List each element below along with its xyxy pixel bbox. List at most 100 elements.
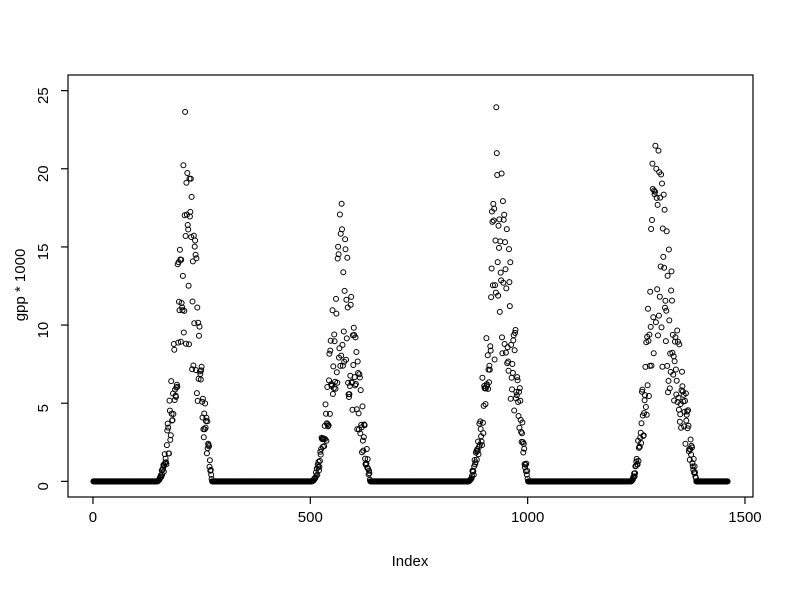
- data-point: [678, 424, 685, 431]
- data-point: [321, 443, 328, 450]
- data-point: [187, 208, 194, 215]
- data-point: [331, 331, 338, 338]
- data-point: [521, 445, 528, 452]
- data-point: [482, 401, 489, 408]
- data-point: [191, 243, 198, 250]
- data-point: [668, 268, 675, 275]
- data-point: [672, 338, 678, 345]
- data-point: [672, 334, 679, 341]
- data-point: [326, 410, 333, 417]
- data-point: [359, 437, 366, 444]
- data-point: [165, 424, 172, 431]
- data-point: [174, 383, 181, 390]
- data-point: [655, 147, 662, 154]
- data-point: [182, 233, 189, 239]
- data-point: [508, 374, 515, 381]
- data-point: [509, 369, 516, 376]
- data-point: [638, 440, 645, 446]
- data-point: [346, 391, 353, 398]
- data-point: [331, 338, 338, 345]
- data-point: [648, 362, 655, 369]
- data-point: [179, 272, 186, 279]
- data-point: [338, 352, 345, 359]
- data-point: [200, 434, 207, 441]
- data-point: [647, 323, 654, 330]
- data-point: [185, 282, 192, 289]
- data-point: [496, 308, 503, 315]
- data-point: [332, 385, 339, 392]
- data-point: [208, 471, 215, 478]
- data-point: [632, 462, 639, 469]
- data-point: [656, 293, 663, 300]
- data-point: [364, 464, 371, 471]
- data-point: [479, 442, 485, 449]
- data-point: [493, 150, 500, 157]
- data-point: [489, 282, 496, 289]
- data-point: [476, 441, 483, 448]
- data-point: [682, 440, 689, 447]
- data-point: [490, 217, 497, 224]
- data-point: [196, 323, 203, 330]
- data-point: [523, 471, 530, 478]
- data-point: [359, 403, 366, 410]
- data-point: [664, 272, 671, 279]
- data-point: [339, 362, 346, 369]
- data-point: [192, 237, 199, 244]
- data-point: [497, 269, 504, 276]
- data-point: [669, 349, 676, 356]
- data-point: [488, 265, 495, 272]
- data-point: [361, 422, 368, 429]
- data-point: [180, 329, 187, 336]
- data-point: [639, 386, 646, 393]
- data-point: [324, 421, 331, 428]
- data-point: [357, 387, 364, 394]
- data-point: [503, 285, 510, 292]
- data-point: [359, 449, 365, 456]
- data-point: [189, 298, 196, 305]
- data-point: [505, 358, 512, 365]
- data-point: [347, 301, 354, 308]
- data-point: [692, 469, 698, 476]
- data-point: [186, 341, 192, 348]
- data-point: [170, 411, 177, 417]
- data-point: [520, 449, 527, 456]
- data-point: [341, 287, 348, 294]
- data-point: [675, 394, 682, 401]
- data-point: [183, 340, 189, 347]
- data-point: [645, 305, 651, 312]
- data-point: [673, 377, 680, 384]
- data-point: [523, 460, 530, 467]
- data-point: [206, 443, 212, 450]
- data-point: [487, 347, 494, 354]
- data-point: [163, 461, 170, 468]
- data-point: [342, 246, 349, 253]
- data-point: [166, 450, 172, 457]
- data-point: [366, 470, 373, 477]
- data-point: [199, 398, 206, 405]
- data-point: [685, 422, 692, 429]
- data-point: [177, 338, 184, 345]
- data-point: [181, 307, 188, 314]
- data-point: [192, 251, 199, 258]
- data-point: [495, 222, 502, 229]
- data-point: [689, 444, 695, 451]
- data-point: [163, 442, 170, 449]
- data-point: [654, 201, 661, 208]
- data-point: [363, 446, 370, 452]
- data-point: [472, 459, 479, 466]
- data-point: [662, 304, 668, 311]
- data-point: [684, 408, 691, 415]
- data-point: [679, 388, 686, 395]
- data-point: [189, 258, 196, 265]
- data-point: [687, 436, 694, 443]
- data-point: [649, 217, 655, 223]
- data-point: [182, 108, 189, 115]
- data-point: [198, 363, 205, 370]
- data-point: [679, 368, 685, 375]
- data-point: [322, 401, 329, 408]
- data-point: [640, 432, 647, 439]
- data-point: [486, 366, 493, 373]
- data-point: [486, 379, 492, 386]
- data-point: [330, 363, 337, 370]
- data-point: [194, 304, 201, 311]
